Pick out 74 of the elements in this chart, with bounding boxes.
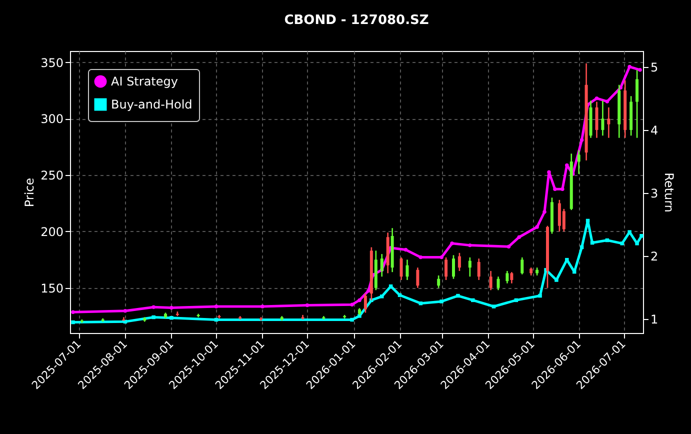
point (468, 243, 472, 248)
point (440, 255, 444, 260)
candlestick (577, 150, 580, 175)
candlestick (400, 256, 403, 281)
y-tick-label: 150 (40, 281, 64, 296)
point (594, 96, 599, 100)
y-tick-label: 350 (40, 56, 64, 70)
candlestick (489, 270, 492, 291)
point (305, 303, 310, 308)
point (553, 187, 557, 192)
candlestick (364, 292, 367, 314)
point (260, 304, 264, 308)
point (538, 294, 542, 298)
y2-tick-label: 4 (650, 123, 658, 138)
candlestick (595, 101, 598, 139)
candlestick (510, 271, 514, 284)
point (380, 294, 384, 298)
candlestick (437, 274, 440, 289)
candlestick (406, 259, 409, 281)
point (638, 68, 642, 72)
y2-tick-label: 5 (650, 60, 658, 74)
point (170, 306, 174, 310)
candlestick (477, 258, 480, 281)
legend-label: AI Strategy (111, 74, 178, 88)
point (123, 309, 128, 313)
point (366, 288, 370, 293)
point (440, 300, 444, 304)
candlestick (506, 270, 509, 284)
point (418, 255, 423, 260)
point (152, 305, 156, 309)
y-tick-label: 300 (40, 112, 64, 126)
point (620, 242, 624, 246)
point (517, 235, 522, 239)
point (404, 248, 408, 252)
candlestick (601, 100, 604, 136)
candlestick (444, 256, 448, 281)
point (71, 310, 75, 314)
point (71, 320, 75, 324)
point (358, 298, 362, 302)
legend-label: Buy-and-Hold (111, 98, 192, 112)
point (152, 315, 156, 320)
point (547, 170, 551, 174)
chart-title: CBOND - 127080.SZ (284, 13, 429, 28)
point (456, 294, 460, 298)
y2-tick-label: 3 (650, 186, 658, 200)
point (542, 210, 546, 214)
y2-tick-label: 2 (650, 250, 658, 264)
candlestick (468, 256, 472, 278)
point (640, 234, 644, 238)
point (492, 304, 496, 308)
candlestick (520, 256, 524, 275)
y2-tick-label: 1 (650, 312, 658, 327)
candlestick (452, 254, 455, 280)
point (628, 64, 632, 69)
point (350, 318, 354, 322)
point (358, 314, 362, 318)
point (580, 138, 584, 142)
point (214, 304, 218, 308)
candlestick (607, 106, 610, 139)
point (506, 244, 511, 248)
point (560, 187, 564, 192)
y2-axis-title: Return (662, 172, 676, 212)
y-tick-label: 200 (40, 224, 64, 239)
point (350, 302, 354, 306)
candlestick (496, 276, 500, 291)
y-axis-title: Price (22, 178, 37, 208)
point (605, 100, 610, 104)
candlestick (416, 266, 420, 289)
point (471, 298, 475, 302)
point (450, 242, 454, 246)
candlestick (458, 252, 461, 272)
point (170, 316, 174, 320)
point (535, 225, 539, 229)
y-tick-label: 250 (40, 168, 64, 183)
